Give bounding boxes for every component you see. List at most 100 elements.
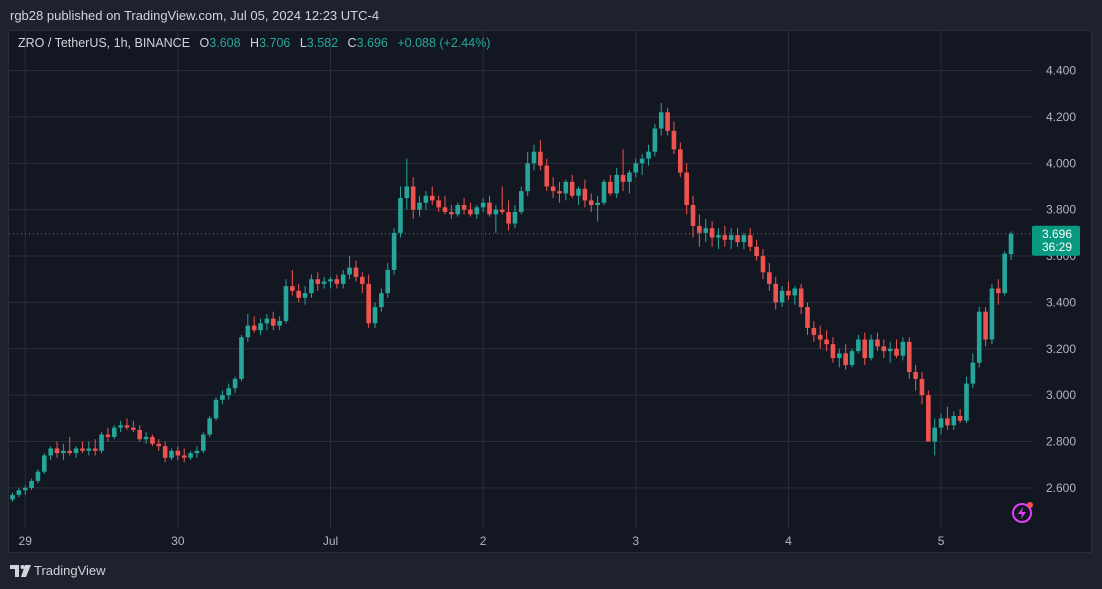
candle-body: [360, 276, 365, 284]
candle: [919, 371, 925, 405]
candle-body: [315, 279, 321, 284]
y-tick-label: 3.400: [1046, 295, 1076, 309]
candle-body: [169, 450, 174, 458]
candle: [270, 311, 276, 331]
candle-body: [716, 235, 721, 238]
candle-body: [328, 279, 333, 282]
candle: [207, 416, 212, 437]
candle: [671, 121, 677, 155]
candle: [887, 341, 893, 363]
candle: [169, 448, 174, 461]
candle-body: [938, 418, 944, 428]
candle-body: [945, 418, 950, 426]
candle: [423, 191, 429, 210]
candle: [385, 262, 391, 298]
candle-body: [569, 181, 575, 196]
candle: [817, 325, 823, 349]
candle: [932, 418, 937, 456]
candle-body: [207, 418, 212, 435]
candle: [894, 339, 899, 359]
candle-body: [646, 151, 651, 159]
candle: [830, 337, 836, 363]
candle: [913, 365, 918, 391]
candle-body: [951, 416, 957, 426]
candle: [722, 225, 728, 247]
candle-body: [264, 318, 270, 324]
candle: [633, 158, 639, 178]
x-tick-label: 2: [480, 534, 487, 548]
candle: [16, 487, 22, 498]
candle: [964, 376, 969, 423]
candle-body: [824, 339, 829, 345]
candle-body: [875, 339, 880, 347]
candle: [328, 276, 333, 289]
candle-body: [188, 453, 193, 458]
candle: [531, 144, 537, 171]
candle: [220, 390, 225, 405]
candle-body: [455, 205, 460, 215]
candle: [569, 174, 575, 199]
candle: [92, 439, 98, 456]
candle: [296, 283, 301, 303]
time-axis[interactable]: 29 30 Jul 2 3 4 5: [19, 534, 945, 548]
candle-body: [334, 279, 340, 284]
candle: [347, 256, 352, 280]
low-label: L: [299, 36, 307, 50]
candle: [156, 439, 162, 451]
candle: [538, 140, 543, 171]
candle-body: [35, 471, 41, 481]
candle: [175, 446, 181, 461]
candle-body: [690, 205, 696, 226]
candle-body: [767, 272, 772, 284]
price-axis[interactable]: 2.6002.8003.0003.2003.4003.6003.8004.000…: [1046, 64, 1076, 495]
candle: [588, 193, 594, 212]
candle-body: [156, 443, 162, 447]
symbol-title[interactable]: ZRO / TetherUS, 1h, BINANCE: [18, 36, 191, 50]
candle-body: [722, 235, 728, 240]
candle: [86, 441, 92, 456]
candle-body: [111, 427, 117, 437]
lightning-icon[interactable]: [1012, 502, 1033, 523]
candle: [118, 420, 123, 433]
candle-body: [137, 429, 142, 440]
candle: [843, 344, 848, 370]
x-tick-label: 3: [632, 534, 639, 548]
candle-body: [843, 353, 848, 366]
candle: [42, 453, 47, 474]
candle-body: [588, 200, 594, 206]
candle: [73, 446, 79, 458]
candle: [201, 432, 206, 454]
candle-body: [379, 293, 384, 308]
candle-body: [970, 362, 976, 384]
candle: [926, 390, 931, 442]
candle: [474, 205, 480, 219]
candle: [442, 195, 448, 215]
candle-body: [92, 448, 98, 451]
candle: [684, 163, 689, 215]
symbol-legend[interactable]: ZRO / TetherUS, 1h, BINANCE O3.608 H3.70…: [18, 36, 490, 50]
candle-body: [398, 198, 403, 233]
candle-body: [353, 267, 359, 277]
candle: [188, 450, 193, 461]
candle-body: [919, 378, 925, 396]
candle: [455, 202, 460, 217]
candle-body: [461, 205, 467, 210]
candle-body: [429, 195, 435, 201]
y-tick-label: 3.000: [1046, 388, 1076, 402]
candle: [716, 228, 721, 250]
candle-body: [957, 416, 963, 421]
candle-body: [913, 371, 918, 379]
candle-body: [347, 267, 352, 275]
candle: [957, 409, 963, 423]
candle: [277, 316, 282, 331]
candle-body: [73, 448, 79, 454]
publish-header: rgb28 published on TradingView.com, Jul …: [0, 0, 1102, 30]
candle-body: [436, 200, 441, 208]
candle-body: [741, 235, 747, 243]
candle-body: [67, 450, 73, 454]
candle-body: [665, 112, 670, 131]
candle-body: [614, 174, 619, 194]
candle-body: [99, 434, 104, 451]
last-price-label: 3.696: [1042, 227, 1072, 241]
